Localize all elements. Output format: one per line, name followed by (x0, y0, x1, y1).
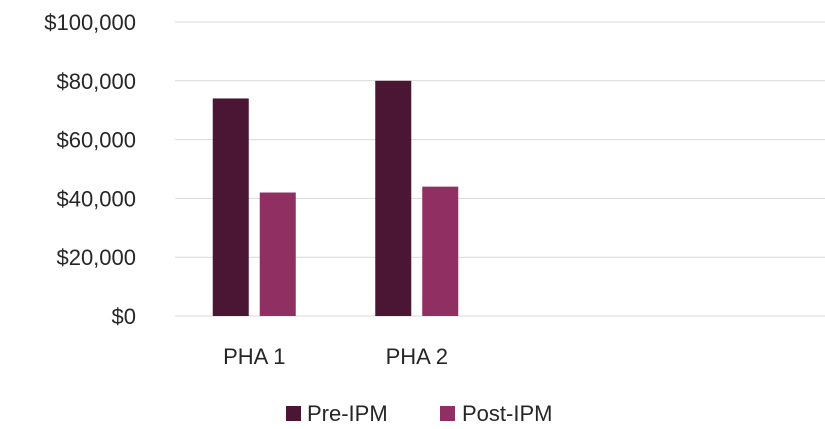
legend: Pre-IPM Post-IPM (286, 401, 552, 426)
x-axis-tick-labels: PHA 1 PHA 2 (223, 344, 448, 369)
legend-label-post-ipm: Post-IPM (462, 401, 552, 426)
y-tick-label: $60,000 (56, 128, 136, 153)
legend-swatch-post-ipm (440, 406, 455, 421)
bar-pre-ipm-1 (375, 80, 412, 316)
y-axis-tick-labels: $0 $20,000 $40,000 $60,000 $80,000 $100,000 (44, 10, 136, 329)
y-tick-label: $100,000 (44, 10, 136, 35)
legend-label-pre-ipm: Pre-IPM (307, 401, 388, 426)
y-tick-label: $40,000 (56, 186, 136, 211)
bar-pre-ipm-0 (212, 98, 249, 316)
y-tick-label: $20,000 (56, 245, 136, 270)
bar-post-ipm-0 (259, 192, 296, 316)
bars (212, 80, 459, 316)
legend-swatch-pre-ipm (286, 406, 301, 421)
y-tick-label: $80,000 (56, 69, 136, 94)
bar-post-ipm-1 (422, 186, 459, 316)
x-tick-label: PHA 1 (223, 344, 285, 369)
x-tick-label: PHA 2 (386, 344, 448, 369)
y-tick-label: $0 (112, 304, 136, 329)
